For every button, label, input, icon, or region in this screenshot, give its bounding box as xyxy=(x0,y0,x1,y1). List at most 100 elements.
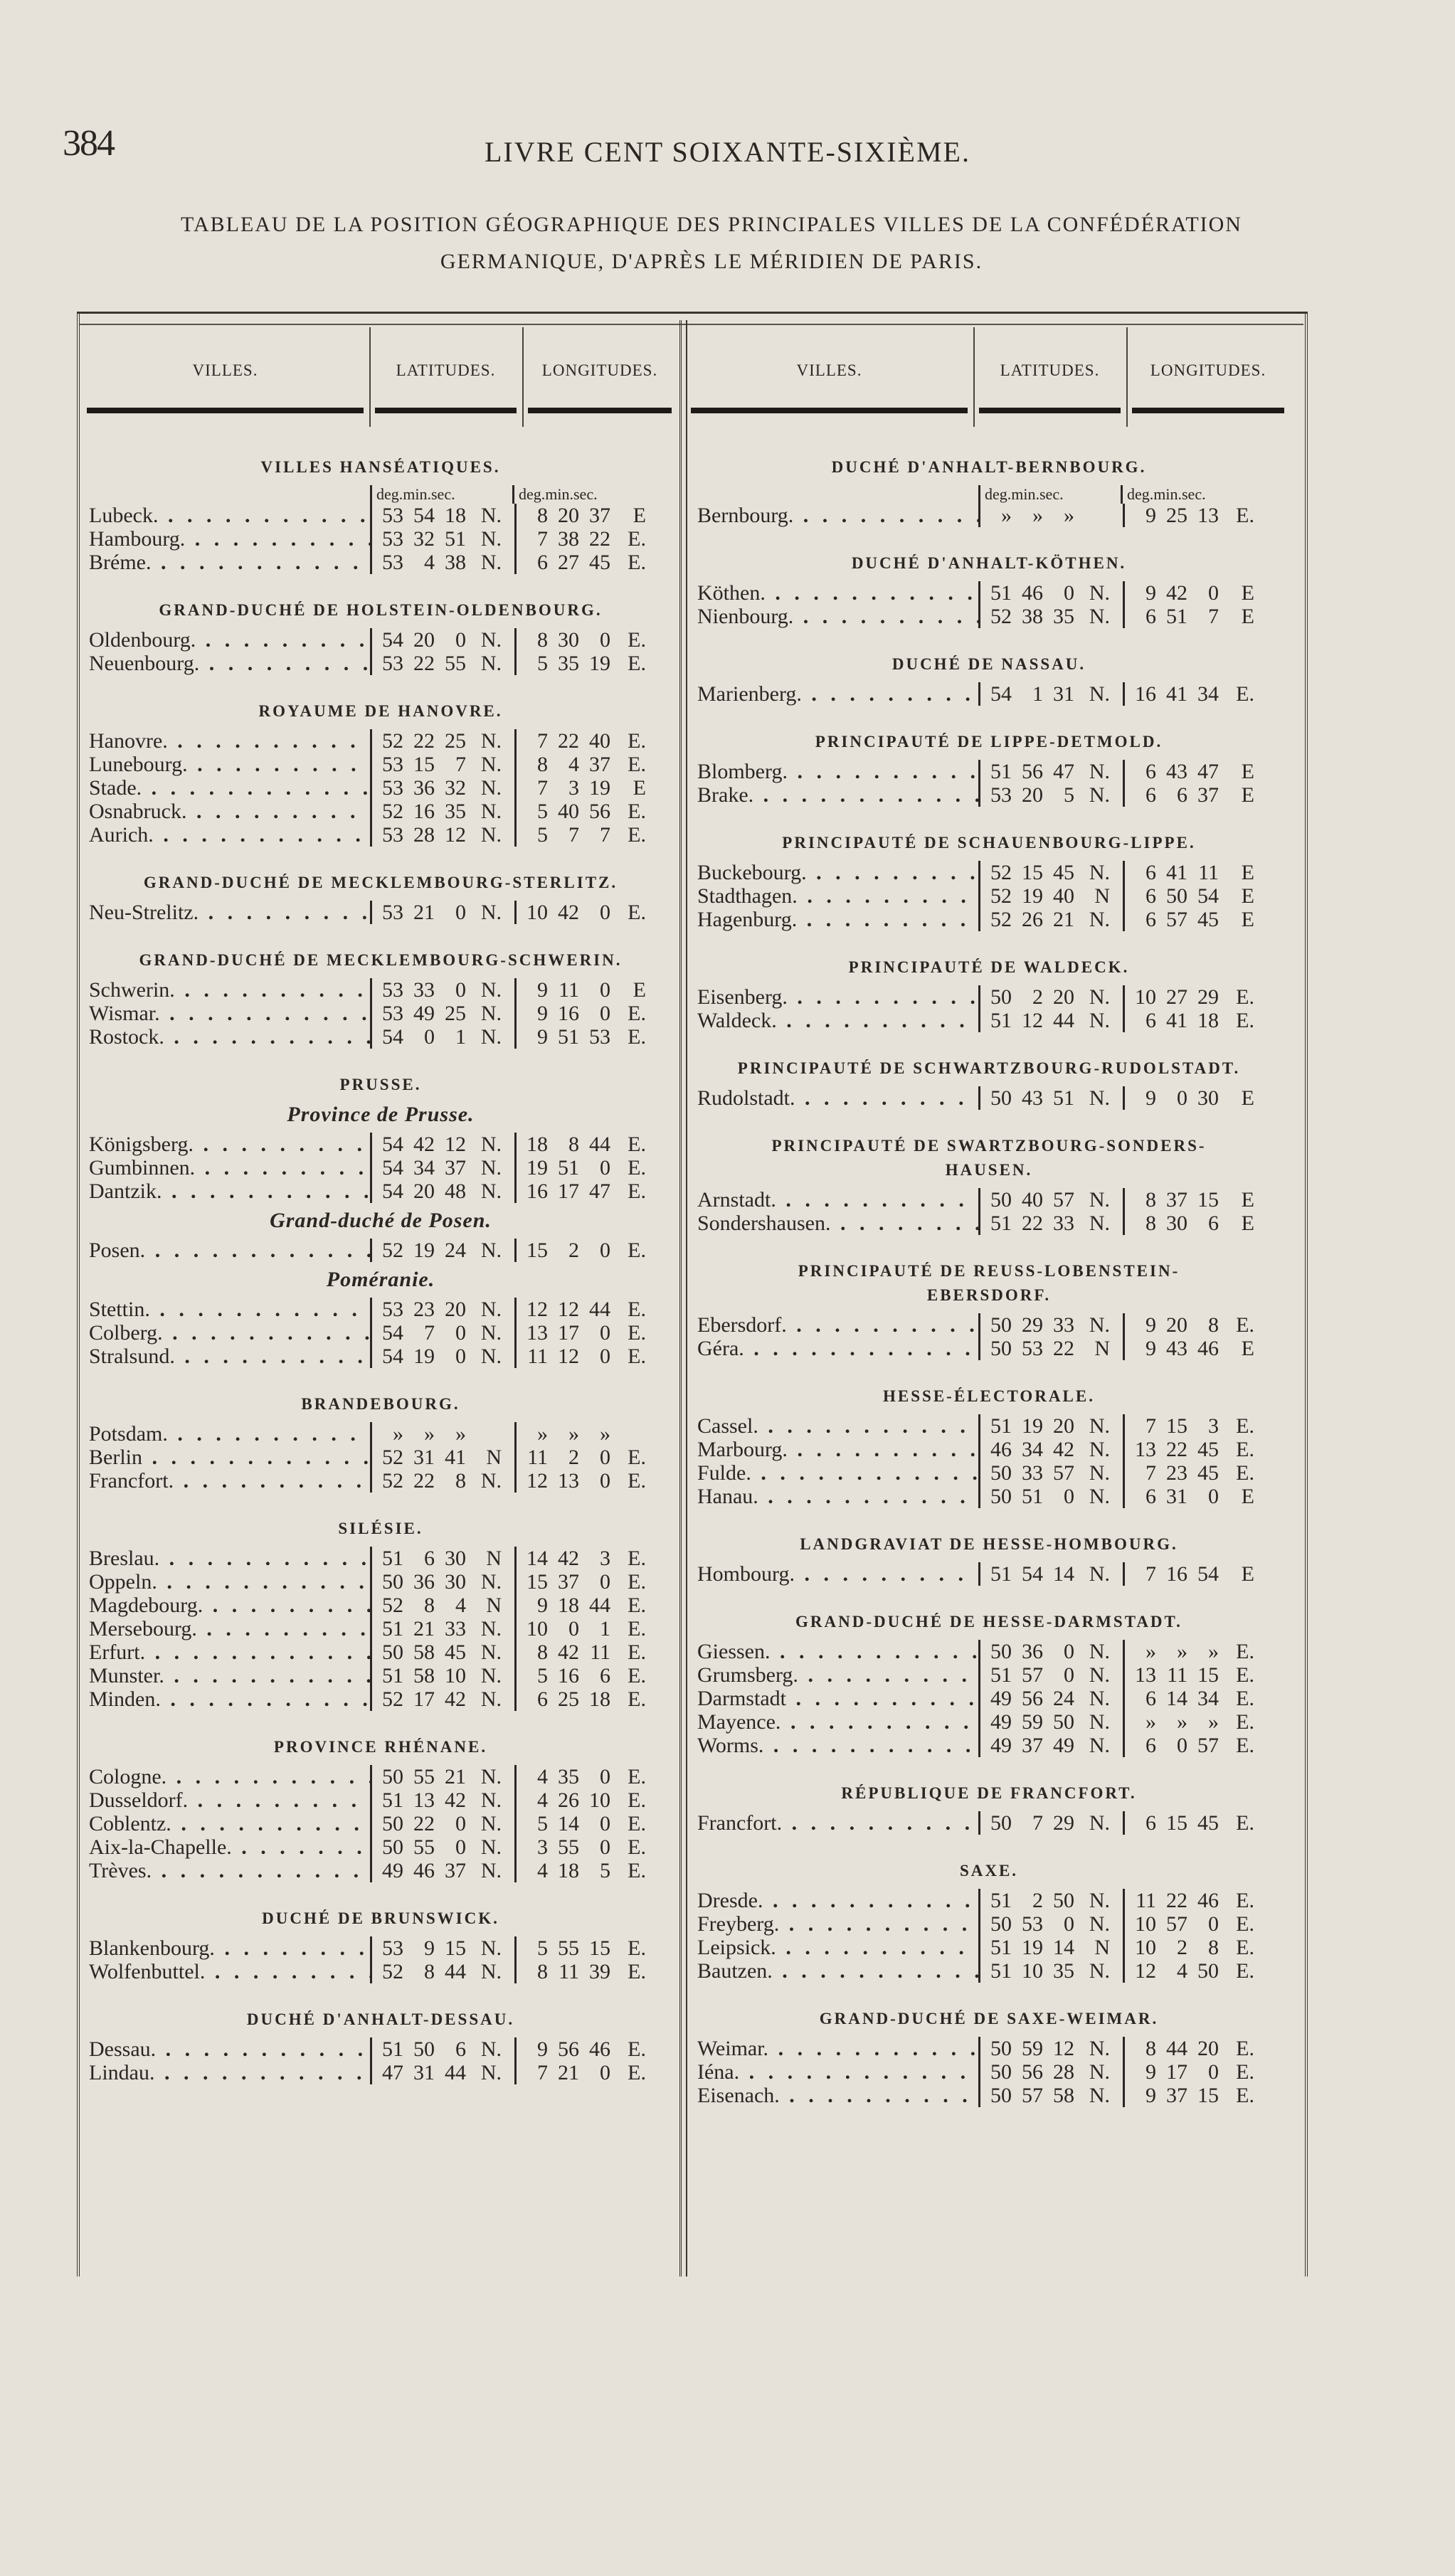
minutes: 21 xyxy=(413,901,435,924)
table-row: Marienberg. 54 1 31 N. 16 41 34 E. xyxy=(697,682,1281,706)
hemisphere: N. xyxy=(1089,1889,1110,1912)
latitude-cell: 49 56 24 N. xyxy=(978,1687,1123,1710)
degrees: 6 xyxy=(1146,605,1156,628)
longitude-cell: 12 12 44 E. xyxy=(514,1298,666,1321)
city-group: Giessen.50360N.»»»E.Grumsberg.51570N.131… xyxy=(697,1640,1281,1757)
hemisphere xyxy=(1074,504,1110,527)
minutes: 55 xyxy=(413,1835,435,1859)
minutes: 15 xyxy=(1022,861,1043,884)
seconds: 12 xyxy=(445,823,466,847)
city-name: Minden. xyxy=(89,1687,370,1711)
degrees: 15 xyxy=(527,1570,548,1594)
hemisphere: E xyxy=(1241,760,1254,783)
minutes: 38 xyxy=(558,527,579,551)
minutes: 7 xyxy=(424,1321,435,1345)
latitude-cell: 50 51 0 N. xyxy=(978,1485,1123,1508)
table-row: Cassel. 51 19 20 N. 7 15 3 E. xyxy=(697,1414,1281,1438)
seconds: 0 xyxy=(455,978,466,1002)
minutes: 35 xyxy=(558,1765,579,1788)
hemisphere: E. xyxy=(628,1446,646,1469)
minutes: 40 xyxy=(1022,1188,1043,1212)
seconds: 46 xyxy=(1197,1337,1219,1360)
latitude-cell: 53 22 55 N. xyxy=(370,652,514,675)
longitude-cell: » » » E. xyxy=(1123,1710,1274,1734)
longitude-cell: 13 17 0 E. xyxy=(514,1321,666,1345)
degrees: 11 xyxy=(527,1345,548,1368)
hemisphere: N xyxy=(486,1594,502,1617)
minutes: 41 xyxy=(1166,1009,1187,1032)
hemisphere: E. xyxy=(628,800,646,823)
minutes: 40 xyxy=(558,800,579,823)
seconds: 50 xyxy=(1053,1889,1074,1912)
seconds: 42 xyxy=(445,1788,466,1812)
longitude-cell: 6 41 11 E xyxy=(1123,861,1274,884)
latitude-cell: 53 33 0 N. xyxy=(370,978,514,1002)
degrees: 51 xyxy=(382,1547,403,1570)
table-row: Leipsick. 51 19 14 N 10 28 E. xyxy=(697,1936,1281,1959)
degrees: 50 xyxy=(990,1485,1012,1508)
section-title: DUCHÉ DE BRUNSWICK. xyxy=(89,1907,672,1931)
city-name: Leipsick. xyxy=(697,1936,978,1959)
seconds: 24 xyxy=(445,1239,466,1262)
degrees: 51 xyxy=(990,1009,1012,1032)
degrees: 10 xyxy=(1135,1912,1156,1936)
city-name: Breslau. xyxy=(89,1547,370,1570)
seconds: 57 xyxy=(1197,1734,1219,1757)
section-title-line: GRAND-DUCHÉ DE MECKLEMBOURG-SCHWERIN. xyxy=(139,951,623,969)
minutes: 41 xyxy=(1166,682,1187,706)
minutes: 32 xyxy=(413,527,435,551)
degrees: 52 xyxy=(382,1594,403,1617)
seconds: 21 xyxy=(1053,908,1074,931)
minutes: 22 xyxy=(413,652,435,675)
latitude-cell: 52 8 44 N. xyxy=(370,1960,514,1983)
hemisphere: N. xyxy=(480,1936,502,1960)
table-row: Aix-la-Chapelle. 50 55 0 N. 3 55 0 E. xyxy=(89,1835,672,1859)
minutes: 14 xyxy=(1166,1687,1187,1710)
table-row: Königsberg. 54 42 12 N. 18 8 44 E. xyxy=(89,1133,672,1156)
seconds: 37 xyxy=(589,753,610,776)
city-name: Wismar. xyxy=(89,1002,370,1025)
header-cities: VILLES. xyxy=(685,327,975,427)
degrees: 46 xyxy=(990,1438,1012,1461)
longitude-cell: 8 30 0 E. xyxy=(514,628,666,652)
latitude-cell: 54 34 37 N. xyxy=(370,1156,514,1180)
hemisphere: N. xyxy=(1089,2060,1110,2084)
latitude-cell: 52 26 21 N. xyxy=(978,908,1123,931)
minutes: 54 xyxy=(1022,1562,1043,1586)
minutes: 14 xyxy=(558,1812,579,1835)
seconds: 46 xyxy=(589,2037,610,2061)
hemisphere: E. xyxy=(628,1960,646,1983)
table-row: Freyberg. 50 53 0 N. 10 57 0 E. xyxy=(697,1912,1281,1936)
seconds: 47 xyxy=(1197,760,1219,783)
minutes: 37 xyxy=(1166,1188,1187,1212)
degrees: 54 xyxy=(382,1180,403,1203)
hemisphere: N. xyxy=(1089,985,1110,1009)
section-title: ROYAUME DE HANOVRE. xyxy=(89,699,672,723)
hemisphere: E. xyxy=(628,753,646,776)
section-title-line: PRINCIPAUTÉ DE REUSS-LOBENSTEIN- xyxy=(798,1262,1180,1280)
section-title: GRAND-DUCHÉ DE MECKLEMBOURG-SCHWERIN. xyxy=(89,948,672,972)
longitude-cell: 4 35 0 E. xyxy=(514,1765,666,1788)
table-row: Fulde. 50 33 57 N. 7 23 45 E. xyxy=(697,1461,1281,1485)
minutes: 0 xyxy=(1177,1086,1187,1110)
hemisphere: E. xyxy=(1236,1640,1254,1663)
seconds: 0 xyxy=(1208,581,1219,605)
city-name: Dantzik. xyxy=(89,1180,370,1203)
seconds: 15 xyxy=(1197,1663,1219,1687)
minutes: 22 xyxy=(558,729,579,753)
seconds: 15 xyxy=(589,1936,610,1960)
latitude-cell: 53 15 7 N. xyxy=(370,753,514,776)
city-name: Dessau. xyxy=(89,2037,370,2061)
degrees: 51 xyxy=(382,1617,403,1641)
seconds: 0 xyxy=(455,1835,466,1859)
minutes: 30 xyxy=(1166,1212,1187,1235)
seconds: 0 xyxy=(600,1156,610,1180)
degrees: 52 xyxy=(382,1446,403,1469)
longitude-cell: 9 25 13 E. xyxy=(1123,504,1274,527)
longitude-cell: 6 41 18 E. xyxy=(1123,1009,1274,1032)
seconds: 50 xyxy=(1197,1959,1219,1983)
seconds: 15 xyxy=(1197,1188,1219,1212)
seconds: 37 xyxy=(1197,783,1219,807)
hemisphere: E. xyxy=(628,628,646,652)
